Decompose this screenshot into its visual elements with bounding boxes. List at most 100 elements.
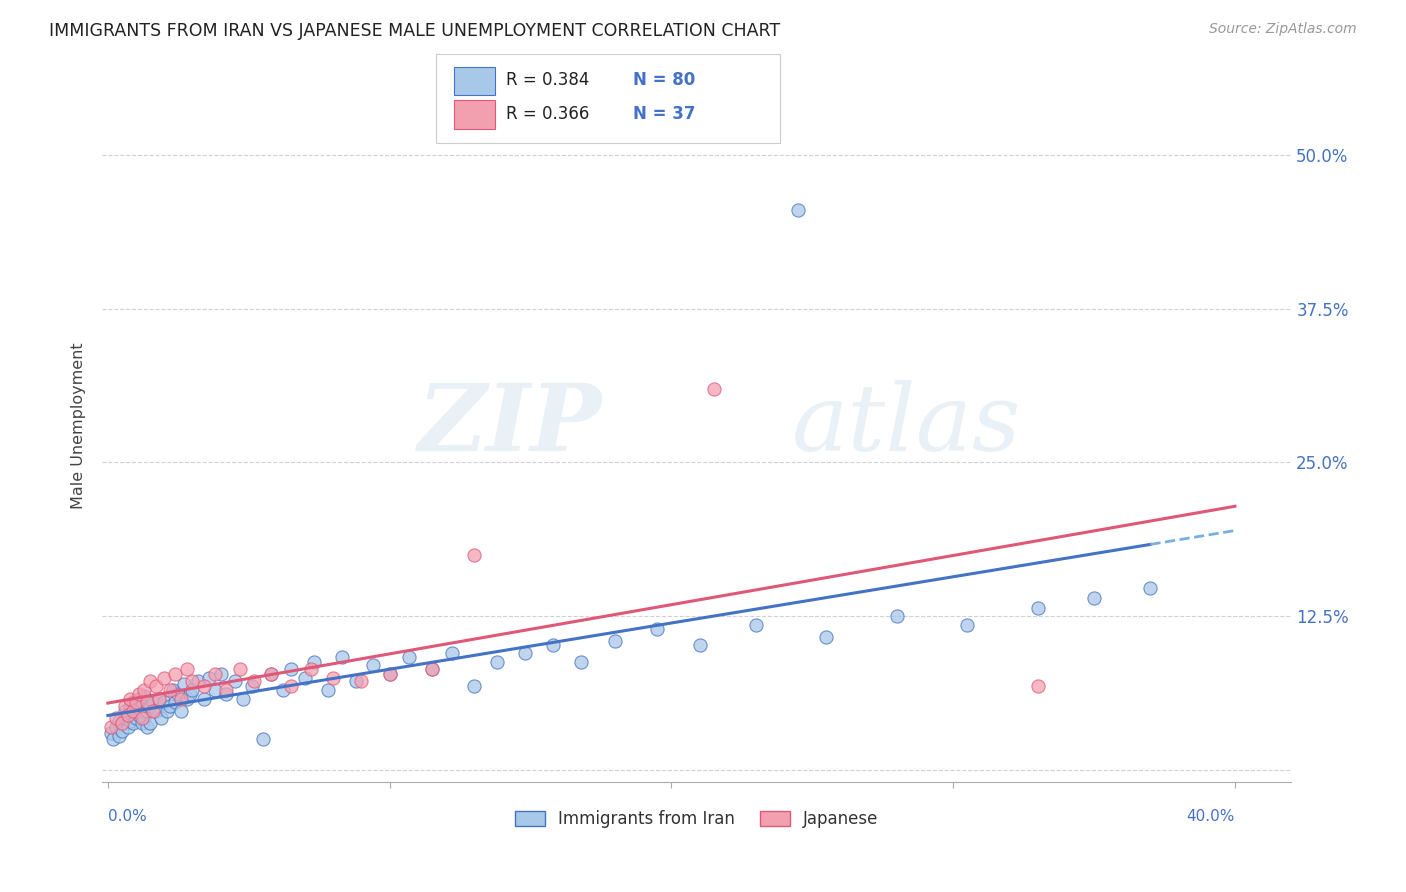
Point	[111, 716, 134, 731]
Point	[603, 633, 626, 648]
Point	[131, 716, 153, 731]
Point	[647, 622, 669, 636]
Point	[114, 704, 136, 718]
Point	[108, 729, 131, 743]
Point	[689, 638, 711, 652]
Point	[204, 667, 226, 681]
Point	[280, 679, 302, 693]
Point	[243, 674, 266, 689]
Point	[117, 720, 139, 734]
Point	[159, 699, 181, 714]
Point	[280, 662, 302, 676]
Point	[111, 723, 134, 738]
Point	[316, 683, 339, 698]
Point	[120, 714, 142, 728]
Point	[114, 699, 136, 714]
Point	[139, 699, 162, 714]
Point	[108, 714, 131, 728]
Point	[1026, 600, 1049, 615]
Point	[463, 548, 485, 562]
Point	[193, 679, 215, 693]
Point	[344, 674, 367, 689]
Point	[463, 679, 485, 693]
Point	[128, 707, 150, 722]
Point	[485, 655, 508, 669]
Point	[886, 609, 908, 624]
Point	[176, 662, 198, 676]
Point	[745, 617, 768, 632]
Point	[1083, 591, 1105, 605]
Point	[145, 679, 167, 693]
Point	[420, 662, 443, 676]
Text: Source: ZipAtlas.com: Source: ZipAtlas.com	[1209, 22, 1357, 37]
Point	[150, 711, 173, 725]
Point	[240, 679, 263, 693]
Point	[128, 691, 150, 706]
Point	[193, 691, 215, 706]
Point	[122, 716, 145, 731]
Point	[232, 691, 254, 706]
Point	[122, 695, 145, 709]
Point	[136, 720, 159, 734]
Legend: Immigrants from Iran, Japanese: Immigrants from Iran, Japanese	[508, 804, 886, 835]
Point	[136, 704, 159, 718]
Point	[162, 683, 184, 698]
Text: N = 37: N = 37	[633, 105, 695, 123]
Point	[122, 704, 145, 718]
Point	[378, 667, 401, 681]
Point	[139, 674, 162, 689]
Text: 0.0%: 0.0%	[108, 809, 146, 824]
Point	[956, 617, 979, 632]
Text: R = 0.384: R = 0.384	[506, 71, 589, 89]
Text: R = 0.366: R = 0.366	[506, 105, 589, 123]
Point	[153, 695, 176, 709]
Point	[215, 683, 238, 698]
Point	[142, 695, 165, 709]
Text: N = 80: N = 80	[633, 71, 695, 89]
Point	[181, 683, 204, 698]
Point	[120, 699, 142, 714]
Point	[148, 691, 170, 706]
Point	[398, 649, 420, 664]
Point	[165, 695, 187, 709]
Point	[173, 677, 195, 691]
Point	[215, 687, 238, 701]
Point	[302, 655, 325, 669]
Point	[209, 667, 232, 681]
Point	[120, 691, 142, 706]
Point	[1139, 581, 1161, 595]
Point	[322, 671, 344, 685]
Point	[100, 726, 122, 740]
Point	[1026, 679, 1049, 693]
Point	[252, 732, 274, 747]
Point	[134, 711, 156, 725]
Point	[294, 671, 316, 685]
Point	[815, 630, 838, 644]
Point	[179, 687, 201, 701]
Point	[198, 671, 221, 685]
Point	[440, 646, 463, 660]
Point	[703, 382, 725, 396]
Point	[103, 732, 125, 747]
Point	[541, 638, 564, 652]
Point	[165, 667, 187, 681]
Point	[142, 704, 165, 718]
Point	[224, 674, 246, 689]
Point	[117, 707, 139, 722]
Point	[131, 711, 153, 725]
Point	[148, 691, 170, 706]
Point	[361, 658, 384, 673]
Point	[299, 662, 322, 676]
Point	[204, 683, 226, 698]
Point	[125, 695, 148, 709]
Point	[134, 683, 156, 698]
Point	[125, 711, 148, 725]
Point	[159, 683, 181, 698]
Point	[128, 687, 150, 701]
Point	[229, 662, 252, 676]
Point	[156, 704, 179, 718]
Point	[125, 704, 148, 718]
Point	[170, 691, 193, 706]
Point	[111, 716, 134, 731]
Point	[787, 202, 810, 217]
